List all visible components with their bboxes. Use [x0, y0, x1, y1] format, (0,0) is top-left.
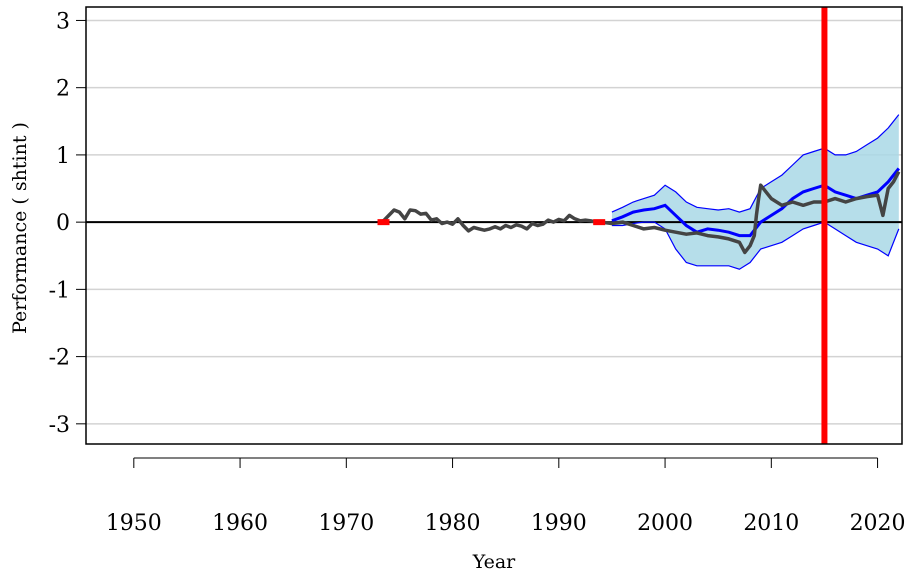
axes-layer: 3 2 1 0 -1 -2 -3 1950 1960 1970 1980 1990 2000 2010 20… — [49, 6, 906, 536]
series-layer — [377, 114, 901, 270]
x-tick-label: 1980 — [425, 511, 481, 536]
confidence-band-layer — [611, 114, 899, 270]
x-tick-label: 2010 — [743, 511, 799, 536]
x-axis-title: Year — [472, 551, 516, 573]
x-tick-label: 1970 — [318, 511, 374, 536]
y-tick-label: -2 — [49, 346, 70, 371]
y-tick-label: 3 — [56, 9, 70, 34]
y-tick-label: 2 — [56, 77, 70, 102]
x-tick-label: 1990 — [531, 511, 587, 536]
y-tick-label: -1 — [49, 278, 70, 303]
red-marker — [593, 219, 606, 226]
x-tick-label: 1960 — [212, 511, 268, 536]
x-tick-label: 2000 — [637, 511, 693, 536]
y-tick-label: 0 — [56, 211, 70, 236]
plot-frame — [85, 6, 903, 445]
y-axis-title: Performance ( shtint ) — [9, 122, 31, 334]
performance-line — [377, 170, 901, 255]
x-tick-label: 2020 — [850, 511, 906, 536]
red-marker — [377, 219, 390, 226]
y-tick-label: -3 — [49, 413, 70, 438]
confidence-band — [611, 114, 899, 270]
y-tick-label: 1 — [56, 144, 70, 169]
band-upper-line — [611, 114, 900, 213]
band-lower-line — [611, 221, 900, 270]
x-tick-label: 1950 — [106, 511, 162, 536]
